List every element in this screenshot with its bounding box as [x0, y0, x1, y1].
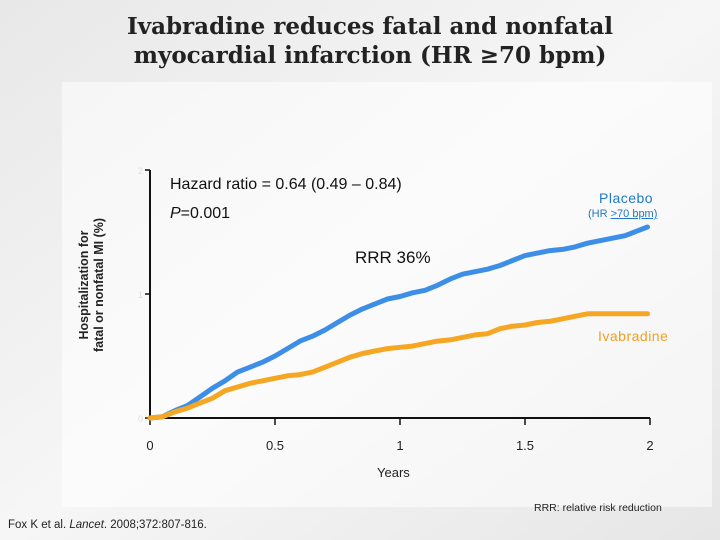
p-value-text: P=0.001 [170, 205, 230, 223]
x-tick-label: 0.5 [266, 438, 284, 453]
x-tick-label: 1.5 [516, 438, 534, 453]
slide-title-line1: Ivabradine reduces fatal and nonfatal [126, 13, 614, 40]
x-tick-label: 2 [646, 438, 653, 453]
rrr-footnote: RRR: relative risk reduction [534, 502, 662, 514]
x-tick-label: 0 [146, 438, 153, 453]
placebo-sublabel: (HR >70 bpm) [588, 208, 657, 220]
placebo-sublabel-value: >70 bpm) [610, 208, 658, 220]
chart-series [147, 224, 650, 421]
ivabradine-label: Ivabradine [598, 328, 669, 344]
citation-prefix: Fox K et al. [8, 519, 70, 531]
rrr-text: RRR 36% [355, 248, 431, 267]
y-tick-label: 0 [138, 414, 143, 424]
x-tick-label: 1 [396, 438, 403, 453]
chart-ticks: 0 0.5 1 1.5 2 0 1 2 [138, 166, 654, 453]
y-axis-title-line1: Hospitalization for [77, 230, 91, 340]
y-axis-title: Hospitalization for fatal or nonfatal MI… [77, 218, 107, 352]
y-tick-label: 2 [138, 166, 143, 176]
citation: Fox K et al. Lancet. 2008;372:807-816. [8, 519, 207, 531]
placebo-label: Placebo [599, 190, 654, 206]
citation-journal: Lancet [69, 519, 104, 531]
y-axis-title-line2: fatal or nonfatal MI (%) [92, 217, 106, 353]
hazard-ratio-text: Hazard ratio = 0.64 (0.49 – 0.84) [170, 176, 402, 193]
series-placebo-line [147, 224, 650, 421]
slide-title-line2: myocardial infarction (HR ≥70 bpm) [133, 42, 607, 69]
p-value-symbol: P [170, 205, 181, 222]
x-axis-title: Years [377, 465, 410, 480]
citation-suffix: . 2008;372:807-816. [103, 519, 207, 531]
placebo-sublabel-prefix: (HR [588, 208, 611, 220]
p-value-number: =0.001 [180, 205, 231, 222]
y-tick-label: 1 [138, 290, 143, 300]
series-ivabradine-line [147, 311, 650, 421]
